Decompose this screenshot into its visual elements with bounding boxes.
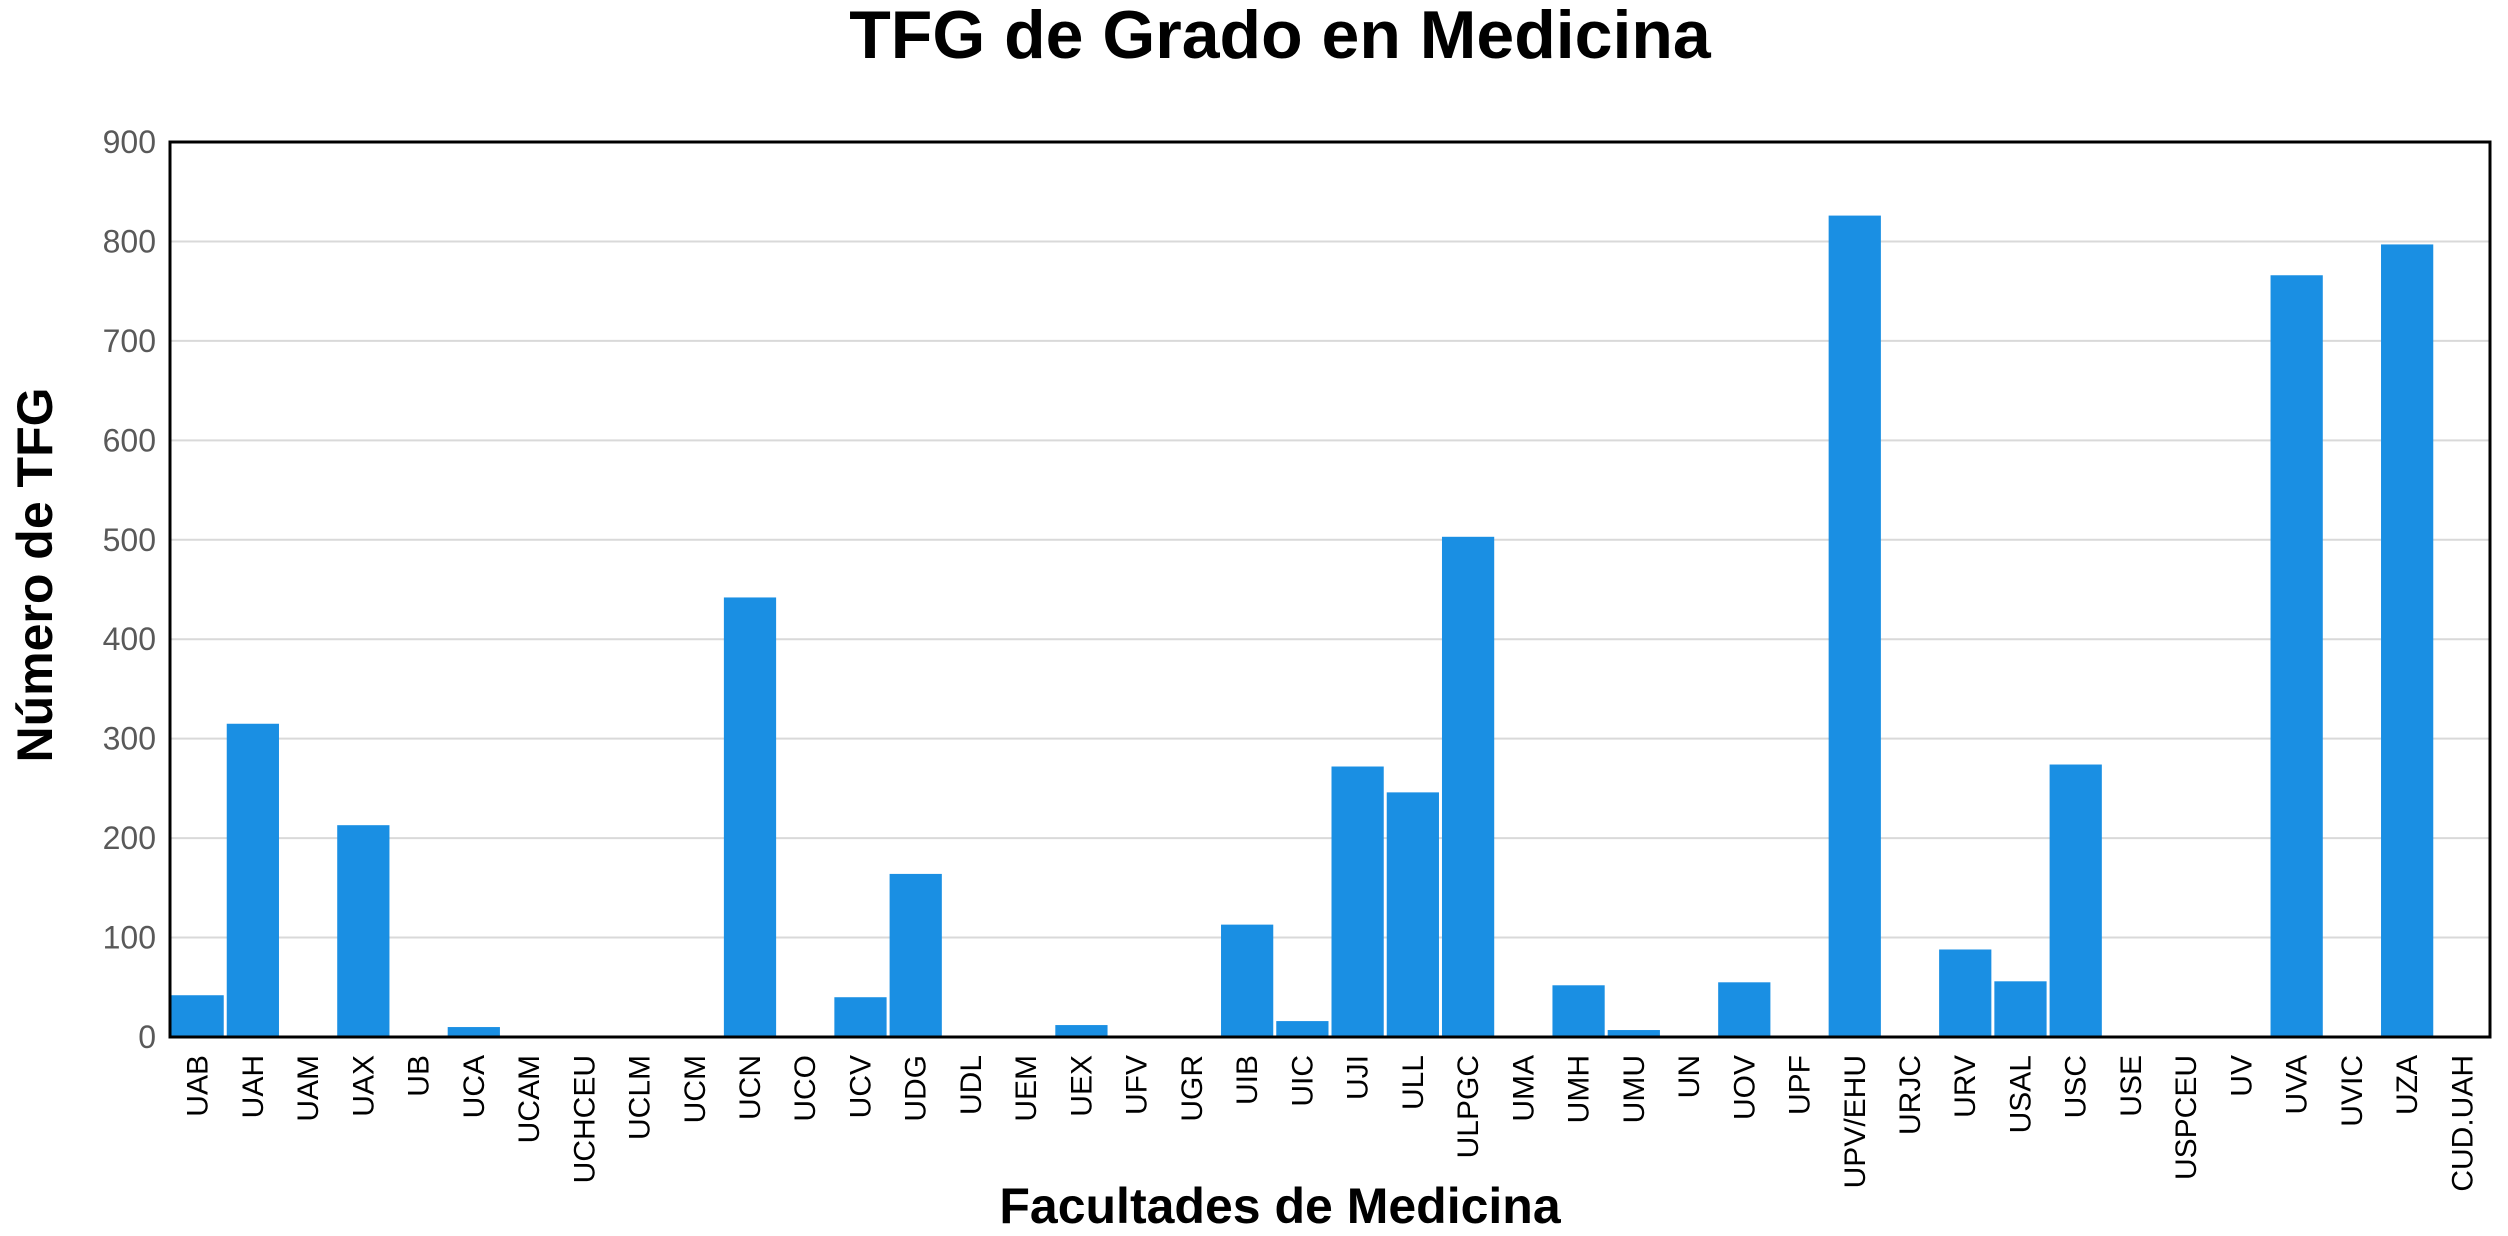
y-tick-label: 900: [103, 124, 156, 160]
x-tick-label: USC: [2060, 1055, 2093, 1118]
x-tick-label: UZA: [2391, 1055, 2424, 1115]
bar-ucn: [723, 597, 777, 1037]
x-tick-label: URV: [1949, 1055, 1982, 1118]
gridlines: [170, 240, 2490, 939]
bar-umu: [1607, 1030, 1660, 1037]
y-tick-label: 300: [103, 721, 156, 757]
y-axis-label: Número de TFG: [7, 387, 63, 762]
x-tick-label: UAX: [347, 1055, 380, 1117]
x-tick-label: UEX: [1065, 1055, 1098, 1117]
x-tick-label: UAB: [182, 1055, 215, 1117]
bar-uza: [2381, 244, 2434, 1037]
y-tick-label: 0: [138, 1019, 156, 1055]
y-tick-label: 600: [103, 422, 156, 458]
y-tick-label: 400: [103, 621, 156, 657]
bar-uax: [337, 825, 390, 1037]
x-tick-label: UOV: [1728, 1055, 1761, 1120]
bar-uex: [1055, 1025, 1108, 1037]
x-tick-label: UN: [1673, 1055, 1706, 1098]
x-tick-label: USAL: [2004, 1055, 2037, 1133]
bar-uic: [1276, 1021, 1329, 1037]
x-tick-label: UCV: [844, 1055, 877, 1118]
x-tick-label: UPF: [1784, 1055, 1817, 1115]
x-tick-label: UIB: [1231, 1055, 1264, 1105]
x-tick-label: UCLM: [624, 1055, 657, 1140]
x-tick-label: UCN: [734, 1055, 767, 1120]
x-tick-label: URJC: [1894, 1055, 1927, 1135]
x-tick-label: UAM: [292, 1055, 325, 1122]
bar-ulpgc: [1441, 536, 1495, 1037]
x-tick-label: UB: [403, 1055, 436, 1097]
x-tick-label: UIC: [1286, 1055, 1319, 1107]
bar-uab: [171, 995, 224, 1037]
x-tick-label: USE: [2115, 1055, 2148, 1117]
bar-uva: [2270, 275, 2323, 1037]
y-tick-label: 700: [103, 323, 156, 359]
x-tick-label: UFV: [1121, 1055, 1154, 1115]
x-tick-label: UCA: [458, 1055, 491, 1118]
plot-area-frame: [168, 140, 2492, 1039]
bar-uji: [1331, 766, 1384, 1037]
bar-uov: [1718, 982, 1771, 1037]
x-tick-label: UGR: [1176, 1055, 1209, 1122]
bar-ull: [1386, 792, 1439, 1037]
bar-urv: [1939, 949, 1992, 1037]
x-tick-label: UJI: [1342, 1055, 1375, 1100]
y-tick-label: 800: [103, 223, 156, 259]
x-tick-label: UV: [2225, 1055, 2258, 1097]
x-tick-label: USPCEU: [2170, 1055, 2203, 1180]
x-tick-label: UMA: [1507, 1055, 1540, 1122]
x-tick-label: UEM: [1010, 1055, 1043, 1122]
x-tick-label: UCO: [789, 1055, 822, 1122]
chart-title: TFG de Grado en Medicina: [849, 0, 1712, 73]
x-tick-label: UCAM: [513, 1055, 546, 1143]
bar-uca: [447, 1027, 500, 1037]
x-tick-label: UAH: [237, 1055, 270, 1118]
x-tick-label: UVA: [2281, 1055, 2314, 1114]
x-tick-label: UCHCEU: [568, 1055, 601, 1183]
y-axis-ticks: 0 100 200 300 400 500 600 700 800 900: [103, 124, 156, 1055]
x-axis-label: Facultades de Medicina: [999, 1178, 1561, 1234]
y-tick-label: 100: [103, 920, 156, 956]
x-tick-label: ULL: [1397, 1055, 1430, 1110]
x-tick-label: UMH: [1563, 1055, 1596, 1123]
x-tick-label: UCM: [679, 1055, 712, 1123]
x-tick-label: ULPGC: [1452, 1055, 1485, 1158]
x-tick-label: UMU: [1618, 1055, 1651, 1123]
bar-upv-ehu: [1828, 215, 1881, 1038]
x-tick-label: UVIC: [2336, 1055, 2369, 1127]
bar-usc: [2049, 764, 2102, 1037]
x-axis-ticks: UAB UAH UAM UAX UB UCA UCAM UCHCEU UCLM UCM UCN UCO…: [182, 1055, 2480, 1192]
x-tick-label: UDG: [900, 1055, 933, 1122]
bar-umh: [1552, 985, 1605, 1037]
x-tick-label: UPV/EHU: [1839, 1055, 1872, 1188]
bar-udg: [889, 873, 942, 1037]
bars: [171, 215, 2434, 1038]
bar-ucv: [834, 997, 887, 1037]
bar-uah: [226, 723, 279, 1037]
y-tick-label: 200: [103, 820, 156, 856]
y-tick-label: 500: [103, 522, 156, 558]
x-tick-label: UDL: [955, 1055, 988, 1115]
x-tick-label: CUD.UAH: [2446, 1055, 2479, 1192]
bar-usal: [1994, 981, 2047, 1037]
bar-uib: [1221, 924, 1274, 1037]
